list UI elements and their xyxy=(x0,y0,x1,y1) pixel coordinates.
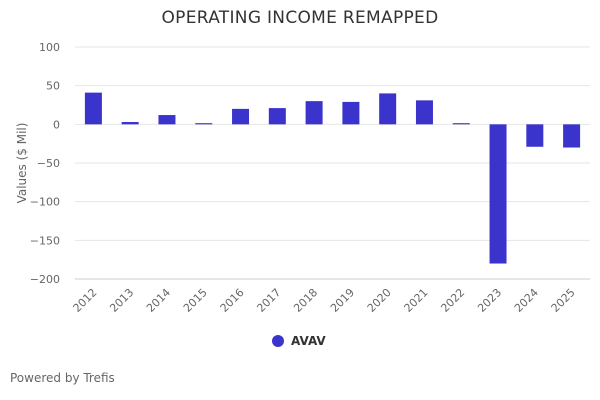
bar-2022[interactable] xyxy=(452,123,470,125)
x-tick-label: 2022 xyxy=(438,286,467,315)
y-tick-label: −50 xyxy=(37,157,60,170)
bar-2024[interactable] xyxy=(526,124,544,147)
x-tick-label: 2015 xyxy=(181,286,210,315)
x-tick-label: 2023 xyxy=(475,286,504,315)
bars xyxy=(84,92,581,264)
bar-2012[interactable] xyxy=(84,92,102,125)
bar-2016[interactable] xyxy=(232,108,250,125)
y-axis-label: Values ($ Mil) xyxy=(15,123,29,204)
y-tick-label: −200 xyxy=(30,273,60,286)
x-tick-label: 2019 xyxy=(328,286,357,315)
legend-marker xyxy=(272,335,284,347)
bar-2021[interactable] xyxy=(415,100,433,125)
bar-2023[interactable] xyxy=(489,124,507,264)
powered-by: Powered by Trefis xyxy=(10,371,115,385)
x-tick-label: 2012 xyxy=(71,286,100,315)
y-tick-label: 0 xyxy=(53,118,60,131)
bar-2014[interactable] xyxy=(158,115,176,125)
x-tick-label: 2017 xyxy=(254,286,283,315)
bar-2015[interactable] xyxy=(195,123,213,125)
x-tick-label: 2016 xyxy=(218,286,247,315)
x-tick-label: 2013 xyxy=(107,286,136,315)
bar-2013[interactable] xyxy=(121,122,139,125)
bar-2019[interactable] xyxy=(342,101,360,125)
chart-title: OPERATING INCOME REMAPPED xyxy=(161,8,439,28)
y-tick-label: −100 xyxy=(30,196,60,209)
legend[interactable]: AVAV xyxy=(272,334,326,348)
x-tick-label: 2020 xyxy=(365,286,394,315)
x-tick-label: 2018 xyxy=(291,286,320,315)
bar-2018[interactable] xyxy=(305,101,323,125)
x-tick-label: 2021 xyxy=(402,286,431,315)
x-tick-label: 2025 xyxy=(549,286,578,315)
legend-label: AVAV xyxy=(291,334,326,348)
x-axis-ticks: 2012 2013 2014 2015 2016 2017 2018 2019 2020 2021… xyxy=(71,286,578,315)
y-tick-label: 100 xyxy=(39,41,60,54)
y-tick-label: −150 xyxy=(30,234,60,247)
grid-lines xyxy=(75,46,590,280)
x-tick-label: 2024 xyxy=(512,286,541,315)
bar-2017[interactable] xyxy=(268,108,286,125)
x-tick-label: 2014 xyxy=(144,286,173,315)
bar-2020[interactable] xyxy=(379,93,397,125)
y-tick-label: 50 xyxy=(46,80,60,93)
bar-2025[interactable] xyxy=(563,124,581,148)
y-axis-ticks: 100 50 0 −50 −100 −150 −200 xyxy=(30,41,60,286)
